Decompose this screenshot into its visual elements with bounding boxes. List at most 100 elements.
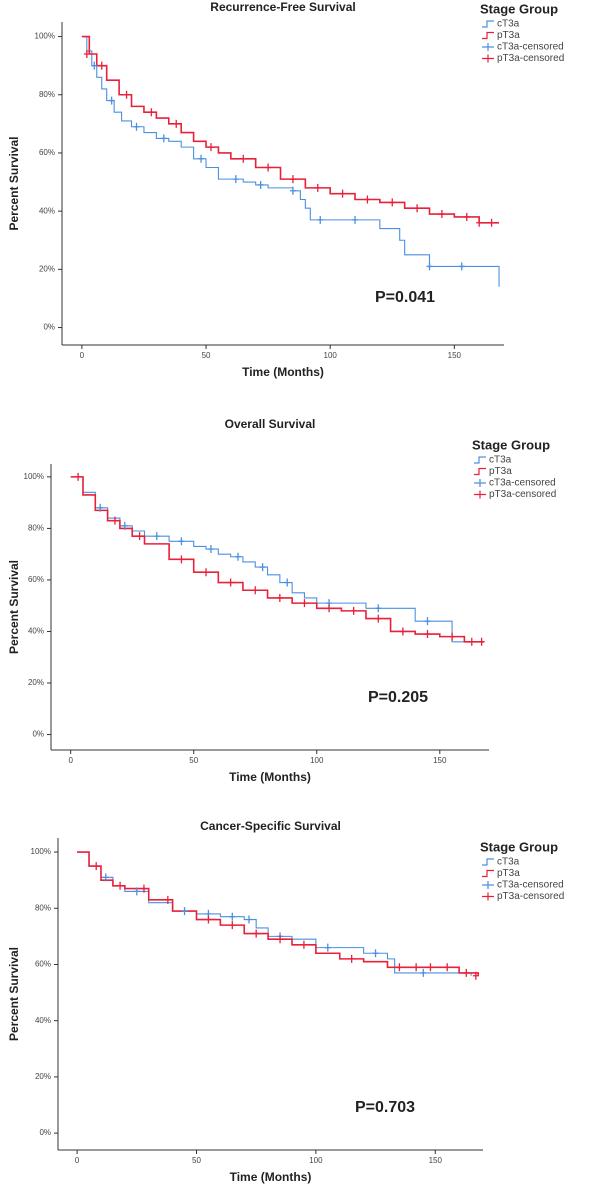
censor-mark (253, 929, 260, 938)
y-tick-label: 80% (28, 524, 44, 533)
censor-mark (276, 593, 283, 602)
censor-mark (198, 154, 205, 163)
censor-mark (389, 198, 396, 207)
y-axis-label: Percent Survival (7, 136, 21, 230)
legend-label: cT3a-censored (497, 42, 564, 53)
legend-label: pT3a (497, 868, 520, 879)
censor-mark (136, 532, 143, 541)
censor-mark (463, 968, 470, 977)
legend-label: pT3a (497, 30, 520, 41)
censor-mark (173, 119, 180, 128)
survival-curve (77, 851, 472, 976)
x-tick-label: 0 (80, 351, 85, 360)
censor-mark (102, 873, 109, 882)
p-value: P=0.041 (375, 289, 435, 306)
y-tick-label: 40% (39, 206, 55, 215)
legend-label: cT3a (497, 19, 520, 30)
y-tick-label: 100% (31, 847, 51, 856)
censor-mark (289, 186, 296, 195)
censor-mark (178, 555, 185, 564)
censor-mark (265, 163, 272, 172)
legend-title: Stage Group (480, 1, 558, 16)
censor-mark (424, 617, 431, 626)
censor-mark (284, 578, 291, 587)
legend-swatch (474, 490, 486, 499)
censor-mark (413, 963, 420, 972)
censor-mark (314, 183, 321, 192)
censor-mark (93, 862, 100, 871)
censor-mark (259, 563, 266, 572)
y-tick-label: 20% (35, 1072, 51, 1081)
censor-mark (458, 262, 465, 271)
x-tick-label: 0 (75, 1156, 80, 1165)
censor-mark (478, 637, 485, 646)
y-tick-label: 100% (24, 472, 44, 481)
survival-curve (81, 35, 500, 287)
censor-mark (133, 122, 140, 131)
x-tick-label: 100 (309, 1156, 323, 1165)
censor-mark (207, 143, 214, 152)
censor-mark (246, 915, 253, 924)
x-tick-label: 150 (433, 756, 447, 765)
censor-mark (229, 921, 236, 930)
p-value: P=0.205 (368, 689, 428, 706)
censor-mark (339, 189, 346, 198)
legend-swatch (482, 881, 494, 889)
y-tick-label: 100% (35, 32, 55, 41)
legend-swatch (482, 31, 494, 40)
survival-curve (77, 851, 480, 976)
x-tick-label: 50 (189, 756, 198, 765)
legend-swatch (482, 869, 494, 878)
x-tick-label: 50 (202, 351, 211, 360)
y-tick-label: 80% (35, 903, 51, 912)
y-tick-label: 60% (28, 575, 44, 584)
x-axis-label: Time (Months) (230, 1170, 312, 1184)
censor-mark (444, 963, 451, 972)
censor-mark (317, 215, 324, 224)
censor-mark (468, 637, 475, 646)
legend-label: cT3a-censored (489, 478, 556, 489)
x-tick-label: 150 (429, 1156, 443, 1165)
censor-mark (108, 96, 115, 105)
censor-mark (257, 180, 264, 189)
censor-mark (488, 218, 495, 227)
y-tick-label: 60% (35, 960, 51, 969)
censor-mark (232, 175, 239, 184)
y-tick-label: 60% (39, 148, 55, 157)
censor-mark (277, 935, 284, 944)
censor-mark (83, 50, 90, 59)
censor-mark (164, 895, 171, 904)
censor-mark (375, 604, 382, 613)
x-axis-label: Time (Months) (242, 365, 324, 379)
y-tick-label: 0% (39, 1128, 51, 1137)
x-tick-label: 50 (192, 1156, 201, 1165)
censor-mark (472, 971, 479, 980)
censor-mark (427, 963, 434, 972)
x-axis-label: Time (Months) (229, 770, 311, 784)
censor-mark (326, 604, 333, 613)
censor-mark (227, 578, 234, 587)
censor-mark (476, 218, 483, 227)
chart-title: Recurrence-Free Survival (210, 0, 355, 14)
censor-mark (148, 108, 155, 117)
y-tick-label: 20% (39, 264, 55, 273)
legend-title: Stage Group (480, 839, 558, 854)
censor-mark (205, 915, 212, 924)
censor-mark (235, 552, 242, 561)
censor-mark (229, 912, 236, 921)
p-value: P=0.703 (355, 1099, 415, 1116)
censor-mark (240, 154, 247, 163)
censor-mark (153, 532, 160, 541)
censor-mark (420, 968, 427, 977)
chart-title: Cancer-Specific Survival (200, 819, 341, 833)
legend-swatch (474, 456, 486, 464)
legend-swatch (482, 20, 494, 28)
censor-mark (449, 632, 456, 641)
legend-swatch (482, 892, 494, 901)
y-tick-label: 40% (28, 627, 44, 636)
censor-mark (133, 887, 140, 896)
legend-label: pT3a-censored (497, 53, 564, 64)
censor-mark (178, 537, 185, 546)
legend-label: cT3a (497, 857, 520, 868)
